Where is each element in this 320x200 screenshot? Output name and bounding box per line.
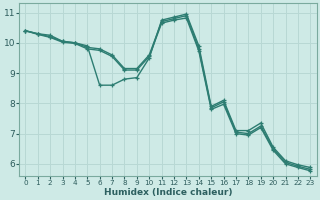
X-axis label: Humidex (Indice chaleur): Humidex (Indice chaleur) (104, 188, 232, 197)
